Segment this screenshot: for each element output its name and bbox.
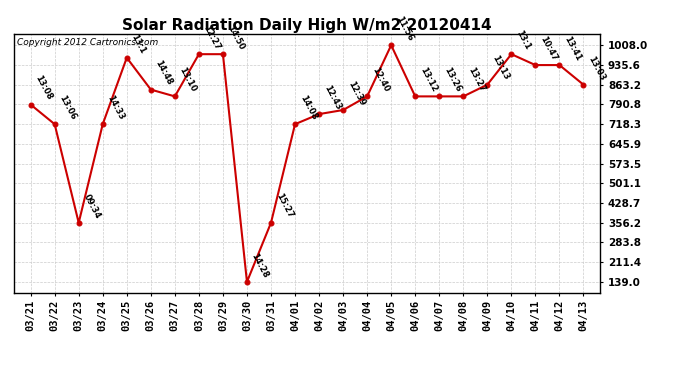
Text: 13:03: 13:03 bbox=[586, 54, 607, 82]
Text: 15:27: 15:27 bbox=[274, 192, 294, 220]
Text: 13:12: 13:12 bbox=[418, 66, 439, 94]
Text: 13:10: 13:10 bbox=[177, 66, 198, 94]
Text: 13:13: 13:13 bbox=[490, 54, 511, 82]
Text: 13:08: 13:08 bbox=[33, 74, 54, 102]
Text: 13:41: 13:41 bbox=[562, 34, 583, 62]
Text: 14:33: 14:33 bbox=[106, 94, 126, 122]
Text: 10:47: 10:47 bbox=[538, 34, 559, 62]
Text: 12:39: 12:39 bbox=[346, 80, 366, 107]
Text: 14:28: 14:28 bbox=[250, 251, 270, 279]
Text: 12:27: 12:27 bbox=[201, 24, 222, 51]
Text: 13:06: 13:06 bbox=[57, 94, 78, 122]
Text: 11:56: 11:56 bbox=[394, 15, 415, 42]
Title: Solar Radiation Daily High W/m2 20120414: Solar Radiation Daily High W/m2 20120414 bbox=[122, 18, 492, 33]
Text: 09:34: 09:34 bbox=[81, 192, 102, 220]
Text: 14:50: 14:50 bbox=[226, 24, 246, 51]
Text: Copyright 2012 Cartronics.com: Copyright 2012 Cartronics.com bbox=[17, 38, 158, 46]
Text: 14:08: 14:08 bbox=[298, 94, 318, 122]
Text: 12:43: 12:43 bbox=[322, 84, 342, 111]
Text: 13:26: 13:26 bbox=[442, 66, 462, 94]
Text: 13:27: 13:27 bbox=[466, 66, 486, 94]
Text: 13:1: 13:1 bbox=[130, 32, 147, 55]
Text: 12:40: 12:40 bbox=[370, 66, 391, 94]
Text: 14:48: 14:48 bbox=[154, 59, 174, 87]
Text: 13:1: 13:1 bbox=[514, 29, 532, 51]
